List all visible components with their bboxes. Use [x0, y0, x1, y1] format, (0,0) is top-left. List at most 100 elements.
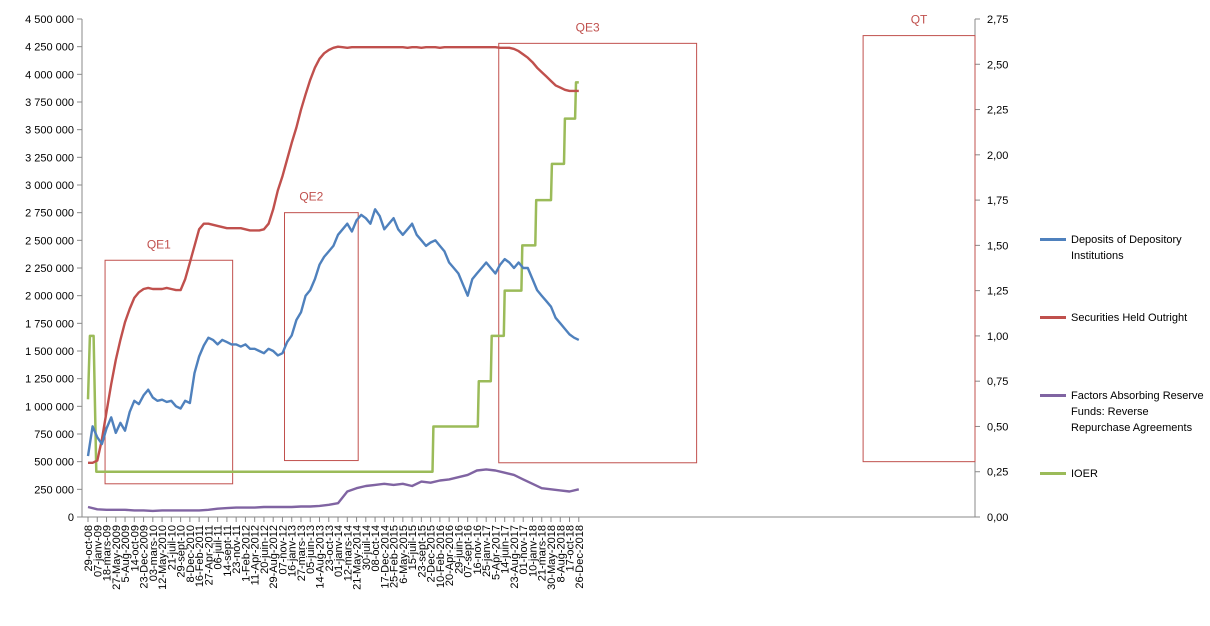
x-tick-label: 29-sept-10 [176, 525, 188, 578]
legend-item-securities[interactable]: Securities Held Outright [1040, 310, 1206, 326]
y-left-tick-label: 3 500 000 [25, 125, 74, 137]
x-tick-label: 17-Dec-2014 [379, 525, 391, 589]
legend-label-deposits: Deposits of Depository Institutions [1071, 234, 1182, 262]
x-tick-label: 30-May-2018 [546, 525, 558, 590]
x-tick-label: 11-Apr-2012 [250, 525, 262, 585]
x-tick-label: 27-mars-13 [296, 525, 308, 581]
y-right-tick-label: 2,25 [987, 105, 1008, 117]
y-left-tick-label: 4 500 000 [25, 14, 74, 26]
x-tick-label: 16-Feb-2011 [194, 525, 206, 587]
x-tick-label: 14-Aug-2013 [315, 525, 327, 589]
x-tick-label: 5-Apr-2017 [490, 525, 502, 580]
legend-item-reverse-repo[interactable]: Factors Absorbing Reserve Funds: Reverse… [1040, 388, 1206, 436]
x-tick-label: 25-Feb-2015 [389, 525, 401, 588]
y-left-tick-label: 250 000 [34, 484, 74, 496]
x-tick-label: 03-mars-10 [148, 525, 160, 581]
x-tick-label: 20-Apr-2016 [444, 525, 456, 586]
x-tick-label: 25-janv-17 [481, 525, 493, 577]
y-right-tick-label: 0,50 [987, 421, 1008, 433]
chart-series [86, 45, 580, 513]
annotation-label-qe3: QE3 [576, 20, 600, 34]
legend-swatch-securities [1040, 316, 1066, 319]
legend-label-securities: Securities Held Outright [1071, 312, 1188, 324]
legend-item-deposits[interactable]: Deposits of Depository Institutions [1040, 232, 1206, 264]
annotation-label-qt: QT [911, 13, 928, 27]
x-tick-label: 14-oct-09 [129, 525, 141, 571]
x-tick-label: 01-janv-14 [333, 525, 345, 577]
x-tick-label: 1-Feb-2012 [240, 525, 252, 582]
x-tick-label: 23-sept-15 [416, 525, 428, 578]
legend-swatch-reverse-repo [1040, 394, 1066, 397]
y-right-tick-label: 1,25 [987, 286, 1008, 298]
x-tick-label: 23-Aug-2017 [509, 525, 521, 589]
series-line-2 [87, 468, 580, 513]
y-left-tick-label: 2 750 000 [25, 208, 74, 220]
y-left-tick-label: 2 500 000 [25, 235, 74, 247]
x-tick-label: 12-mars-14 [342, 525, 354, 581]
y-left-tick-label: 4 000 000 [25, 69, 74, 81]
legend-label-ioer: IOER [1071, 468, 1098, 480]
x-tick-label: 21-May-2014 [352, 525, 364, 590]
x-tick-label: 29-Aug-2012 [268, 525, 280, 589]
x-tick-label: 01-nov-17 [518, 525, 530, 575]
x-tick-label: 14-juin-17 [500, 525, 512, 574]
x-tick-label: 16-nov-16 [472, 525, 484, 575]
x-tick-label: 08-oct-14 [370, 525, 382, 571]
x-tick-label: 26-Dec-2018 [574, 525, 586, 589]
x-tick-label: 29-oct-08 [83, 525, 95, 571]
x-tick-label: 10-Feb-2016 [435, 525, 447, 588]
x-tick-label: 30-juil-14 [361, 525, 373, 570]
y-right-tick-label: 2,75 [987, 14, 1008, 26]
y-right-tick-label: 2,50 [987, 59, 1008, 71]
chart-legend: Deposits of Depository Institutions Secu… [1040, 0, 1210, 626]
series-line-3 [86, 81, 579, 473]
annotation-box-qe1 [104, 259, 234, 485]
annotation-label-qe2: QE2 [299, 190, 323, 204]
x-axis-tick-labels: 29-oct-0807-janv-0918-mars-0927-May-2009… [83, 517, 586, 590]
x-tick-label: 17-oct-18 [565, 525, 577, 571]
x-tick-label: 8-Dec-2010 [185, 525, 197, 582]
x-tick-label: 21-mars-18 [537, 525, 549, 581]
x-tick-label: 23-nov-11 [231, 525, 243, 574]
x-tick-label: 8-Aug-2018 [555, 525, 567, 583]
x-tick-label: 15-juil-15 [407, 525, 419, 570]
x-tick-label: 07-janv-09 [92, 525, 104, 577]
legend-swatch-deposits [1040, 238, 1066, 241]
y-right-tick-label: 2,00 [987, 150, 1008, 162]
y-left-tick-label: 500 000 [34, 457, 74, 469]
annotation-box-qe2 [284, 212, 359, 462]
x-tick-label: 6-May-2015 [398, 525, 410, 584]
x-tick-label: 5-Aug-2009 [120, 525, 132, 583]
y-right-tick-label: 0,00 [987, 512, 1008, 524]
legend-item-ioer[interactable]: IOER [1040, 466, 1206, 482]
y-right-tick-label: 1,00 [987, 331, 1008, 343]
legend-label-reverse-repo: Factors Absorbing Reserve Funds: Reverse… [1071, 390, 1204, 434]
x-tick-label: 20-juin-12 [259, 525, 271, 574]
x-tick-label: 14-sept-11 [222, 525, 234, 577]
x-tick-label: 06-juil-11 [213, 525, 225, 569]
y-left-tick-label: 1 250 000 [25, 374, 74, 386]
x-tick-label: 07-nov-12 [277, 525, 289, 575]
y-left-tick-label: 2 000 000 [25, 291, 74, 303]
legend-swatch-ioer [1040, 472, 1066, 475]
y-right-tick-label: 0,75 [987, 376, 1008, 388]
x-tick-label: 05-juin-13 [305, 525, 317, 574]
x-tick-label: 27-May-2009 [111, 525, 123, 590]
x-tick-label: 23-Dec-2009 [139, 525, 151, 589]
y-left-tick-label: 1 750 000 [25, 318, 74, 330]
y-right-tick-label: 1,50 [987, 240, 1008, 252]
annotation-label-qe1: QE1 [147, 237, 171, 251]
period-annotations: QE1 QE2 QE3 QT [104, 13, 976, 485]
y-left-tick-label: 0 [68, 512, 74, 524]
y-left-tick-label: 750 000 [34, 429, 74, 441]
x-tick-label: 29-juin-16 [453, 525, 465, 574]
x-tick-label: 23-oct-13 [324, 525, 336, 571]
annotation-box-qt [862, 35, 976, 463]
y-left-tick-label: 4 250 000 [25, 42, 74, 54]
annotation-box-qe3 [498, 42, 698, 464]
x-tick-label: 2-Dec-2015 [426, 525, 438, 582]
x-tick-label: 16-janv-13 [287, 525, 299, 577]
x-tick-label: 07-sept-16 [463, 525, 475, 578]
y-left-tick-label: 1 000 000 [25, 401, 74, 413]
